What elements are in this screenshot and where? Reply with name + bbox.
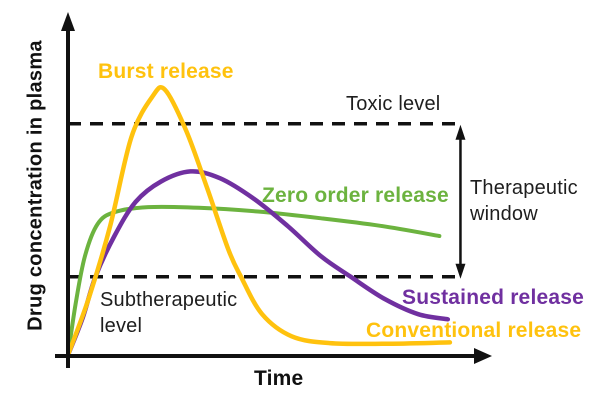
therapeutic-window-label-line1: Therapeutic: [470, 177, 578, 199]
toxic-level-label: Toxic level: [346, 93, 441, 115]
conventional-release-label: Conventional release: [366, 319, 582, 342]
x-axis-label: Time: [254, 367, 304, 390]
sustained-release-label: Sustained release: [402, 286, 584, 309]
zero-order-release-curve: [66, 204, 442, 357]
therapeutic-window-arrow: [455, 124, 466, 279]
zero-order-release-label: Zero order release: [262, 184, 449, 207]
subtherapeutic-level-label-line2: level: [100, 314, 143, 337]
subtherapeutic-level-label: Subtherapeutic level: [100, 288, 237, 339]
y-axis: [61, 12, 75, 368]
burst-release-label: Burst release: [98, 60, 234, 83]
therapeutic-window-label: Therapeutic window: [470, 176, 578, 227]
burst-release-curve: [65, 85, 453, 358]
therapeutic-window-label-line2: window: [470, 202, 538, 225]
x-axis: [55, 348, 492, 364]
y-axis-label: Drug concentration in plasma: [24, 40, 47, 331]
subtherapeutic-level-label-line1: Subtherapeutic: [100, 289, 238, 311]
